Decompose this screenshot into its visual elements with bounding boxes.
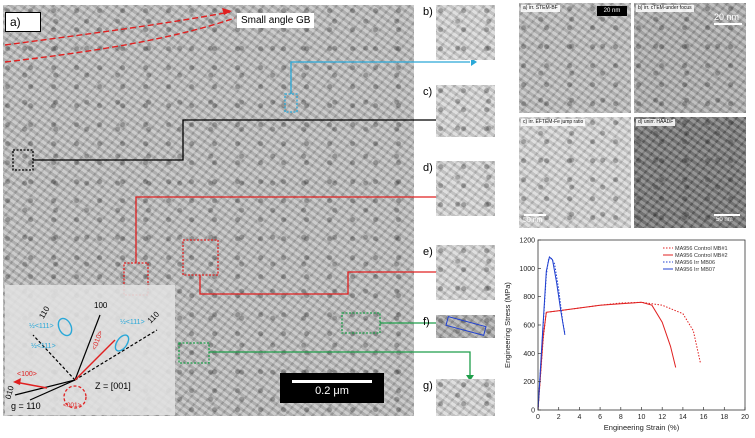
micrograph-c-title: c) irr. EFTEM-Fe jump ratio (521, 119, 586, 126)
micrograph-c-eftem: c) irr. EFTEM-Fe jump ratio 50 nm (519, 117, 631, 228)
inset-c-image (436, 85, 495, 137)
leader-black (33, 119, 470, 161)
leader-blue (290, 61, 470, 94)
micrograph-d-haadf: d) unirr. HAADF 50 nm (634, 117, 746, 228)
inset-label-e: e) (423, 246, 433, 258)
legend-entry: MA956 Irr MB06 (675, 260, 715, 266)
box-black (12, 149, 34, 171)
micrograph-a-stem-bf: a) irr. STEM-BF 20 nm (519, 3, 631, 113)
x-tick-label: 4 (577, 414, 581, 421)
y-tick-label: 200 (523, 379, 535, 386)
series-line-1 (537, 301, 677, 411)
micrograph-a-title: a) irr. STEM-BF (521, 5, 560, 12)
inset-label-f: f) (423, 316, 430, 328)
stereo-red-001: <001> (63, 402, 82, 409)
stereo-red-100: <100> (17, 371, 37, 378)
micrograph-c-scale: 50 nm (523, 217, 543, 224)
inset-label-c: c) (423, 86, 433, 98)
x-tick-label: 10 (638, 414, 646, 421)
y-axis-label: Engineering Stress (MPa) (503, 282, 512, 368)
inset-g-image (436, 379, 495, 416)
grain-boundary-line (4, 17, 236, 63)
stereo-half111-b: ½<111> (31, 343, 56, 350)
inset-e-image (436, 245, 495, 300)
micrograph-d-scale: 50 nm (716, 217, 733, 223)
stereo-half111-c: ½<111> (120, 319, 145, 326)
leader-red-d (135, 196, 470, 263)
y-tick-label: 1000 (519, 266, 535, 273)
scalebar-line (292, 380, 372, 383)
y-tick-label: 800 (523, 294, 535, 301)
y-tick-label: 1200 (519, 238, 535, 245)
grain-boundary-line (4, 11, 231, 46)
y-tick-label: 600 (523, 323, 535, 330)
micrograph-d-title: d) unirr. HAADF (636, 119, 676, 126)
stereo-g-vector: g = 110 (11, 401, 41, 411)
micrograph-b-ctem: b) irr. cTEM-under focus 20 nm (634, 3, 746, 113)
stereo-projection-box: 110 100 110 010 ½<111> ½<111> ½<111> <01… (4, 285, 175, 415)
legend-entry: MA956 Control MB#1 (675, 246, 728, 252)
y-tick-label: 0 (531, 408, 535, 415)
inset-b-image (436, 5, 495, 60)
box-green-f (341, 312, 381, 334)
box-red-e (182, 239, 219, 276)
x-tick-label: 0 (536, 414, 540, 421)
x-axis-label: Engineering Strain (%) (604, 423, 680, 432)
panel-a-label: a) (5, 12, 41, 32)
y-tick-label: 400 (523, 351, 535, 358)
legend-entry: MA956 Control MB#2 (675, 253, 728, 259)
x-tick-label: 18 (720, 414, 728, 421)
x-tick-label: 8 (619, 414, 623, 421)
stereo-100: 100 (94, 301, 108, 310)
x-tick-label: 6 (598, 414, 602, 421)
leader-green-g (209, 351, 471, 376)
inset-f-image (436, 315, 495, 338)
x-tick-label: 20 (741, 414, 749, 421)
inset-label-d: d) (423, 162, 433, 174)
micrograph-b-title: b) irr. cTEM-under focus (636, 5, 694, 12)
stress-strain-chart: 0 2 4 6 8 10 12 14 16 18 20020040060080010001200En… (503, 238, 749, 433)
box-green-g (178, 342, 210, 364)
micrograph-a-scalebox: 20 nm (597, 6, 627, 16)
panel-a-scalebar-box: 0.2 μm (280, 373, 384, 403)
grain-boundary-label: Small angle GB (237, 13, 315, 28)
inset-d-image (436, 161, 495, 216)
box-blue (284, 93, 298, 113)
stereo-half111-a: ½<111> (29, 323, 54, 330)
scalebar-text: 0.2 μm (315, 385, 349, 397)
x-tick-label: 14 (679, 414, 687, 421)
micrograph-b-scale: 20 nm (714, 12, 740, 22)
legend-entry: MA956 Irr MB07 (675, 267, 715, 273)
grain-boundary-arrow (222, 8, 232, 15)
x-tick-label: 2 (557, 414, 561, 421)
x-tick-label: 12 (658, 414, 666, 421)
inset-label-b: b) (423, 6, 433, 18)
stereo-zone: Z = [001] (95, 381, 131, 391)
leader-red-e (199, 271, 470, 295)
series-line-3 (537, 256, 566, 411)
micrograph-a-scale: 20 nm (603, 8, 621, 14)
x-tick-label: 16 (700, 414, 708, 421)
inset-label-g: g) (423, 380, 433, 392)
